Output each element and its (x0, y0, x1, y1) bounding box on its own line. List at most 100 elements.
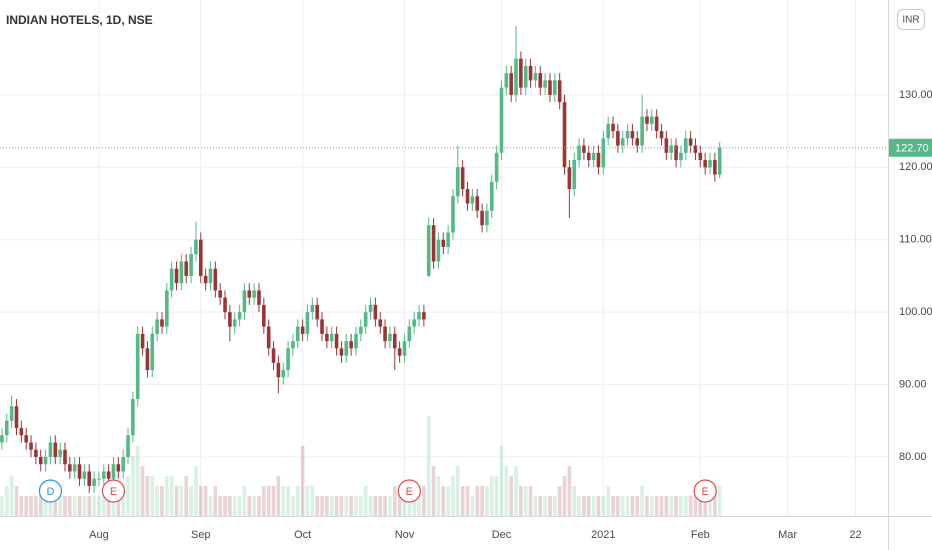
volume-bar (567, 466, 572, 516)
volume-bar (34, 496, 38, 516)
volume-bar (683, 496, 688, 516)
event-marker[interactable] (101, 479, 126, 503)
volume-bar (412, 496, 416, 516)
volume-bar (310, 486, 315, 516)
candle-body (422, 312, 426, 320)
volume-bar (349, 496, 353, 516)
candle-body (291, 341, 295, 349)
volume-bar (674, 496, 678, 516)
candle-body (232, 319, 237, 327)
y-tick-label: 80.00 (899, 451, 927, 463)
volume-bar (266, 486, 271, 516)
candle-body (82, 471, 87, 479)
volume-bar (82, 496, 87, 516)
volume-bar (378, 496, 383, 516)
volume-bar (38, 496, 43, 516)
x-tick-label: Aug (89, 529, 109, 541)
volume-bar (679, 496, 683, 516)
volume-bar (548, 496, 552, 516)
volume-bar (606, 486, 610, 516)
candle-body (160, 319, 164, 327)
candle-body (640, 116, 644, 146)
volume-bar (611, 496, 615, 516)
volume-bar (514, 466, 518, 516)
volume-bar (635, 496, 640, 516)
volume-bar (300, 446, 305, 516)
candle-body (688, 138, 693, 146)
volume-bar (654, 496, 659, 516)
candle-body (106, 471, 111, 479)
volume-bar (426, 416, 431, 516)
candle-body (77, 464, 82, 479)
volume-bar (295, 486, 300, 516)
volume-bar (664, 496, 669, 516)
volume-bar (625, 496, 630, 516)
volume-bar (577, 496, 581, 516)
volume-bar (329, 496, 334, 516)
candle-body (446, 232, 450, 247)
volume-bar (9, 476, 14, 516)
volume-bar (140, 466, 145, 516)
candle-body (223, 297, 227, 313)
candle-body (262, 304, 266, 327)
volume-bar (717, 486, 722, 516)
event-label: E (701, 486, 708, 498)
candle-body (708, 160, 712, 168)
volume-bar (145, 476, 150, 516)
volume-bar (601, 496, 606, 516)
candle-body (713, 160, 717, 175)
candle-body (514, 58, 518, 95)
candle-body (140, 333, 145, 349)
candle-body (184, 261, 189, 276)
volume-bar (557, 486, 562, 516)
event-marker[interactable] (38, 479, 63, 503)
candle-body (528, 65, 533, 81)
candle-body (577, 145, 581, 161)
candle-body (14, 406, 19, 429)
volume-bar (494, 476, 499, 516)
volume-bar (19, 496, 24, 516)
volume-bar (286, 486, 290, 516)
volume-bar (68, 496, 72, 516)
candle-body (553, 80, 557, 95)
candle-body (451, 196, 455, 233)
volume-bar (630, 496, 635, 516)
volume-bar (87, 496, 92, 516)
volume-bar (523, 486, 528, 516)
volume-bar (533, 496, 538, 516)
volume-bar (397, 496, 402, 516)
candle-body (329, 333, 334, 342)
y-tick-label: 130.00 (899, 89, 932, 101)
candle-body (504, 73, 509, 88)
volume-bar (383, 496, 387, 516)
candle-body (572, 160, 577, 190)
candle-body (388, 333, 392, 342)
volume-bar (582, 496, 586, 516)
volume-bar (499, 446, 504, 516)
volume-bar (446, 486, 450, 516)
candle-body (654, 116, 659, 132)
volume-bar (150, 476, 155, 516)
candle-body (208, 268, 213, 284)
volume-bar (116, 496, 121, 516)
candle-body (4, 420, 9, 436)
volume-bar (373, 496, 378, 516)
candle-body (276, 362, 281, 378)
candle-body (363, 312, 368, 327)
volume-bar (669, 496, 674, 516)
last-price-badge (889, 138, 932, 157)
candle-body (300, 326, 305, 334)
candle-body (218, 290, 222, 298)
volume-bar (392, 486, 397, 516)
x-tick-label: Dec (492, 529, 512, 541)
event-marker[interactable] (397, 479, 421, 503)
candle-body (441, 239, 446, 247)
volume-bar (553, 496, 557, 516)
candle-body (101, 471, 106, 479)
candle-body (664, 138, 669, 153)
currency-badge[interactable] (897, 9, 925, 30)
event-marker[interactable] (693, 479, 717, 503)
candle-body (567, 167, 572, 190)
volume-bar (572, 486, 577, 516)
